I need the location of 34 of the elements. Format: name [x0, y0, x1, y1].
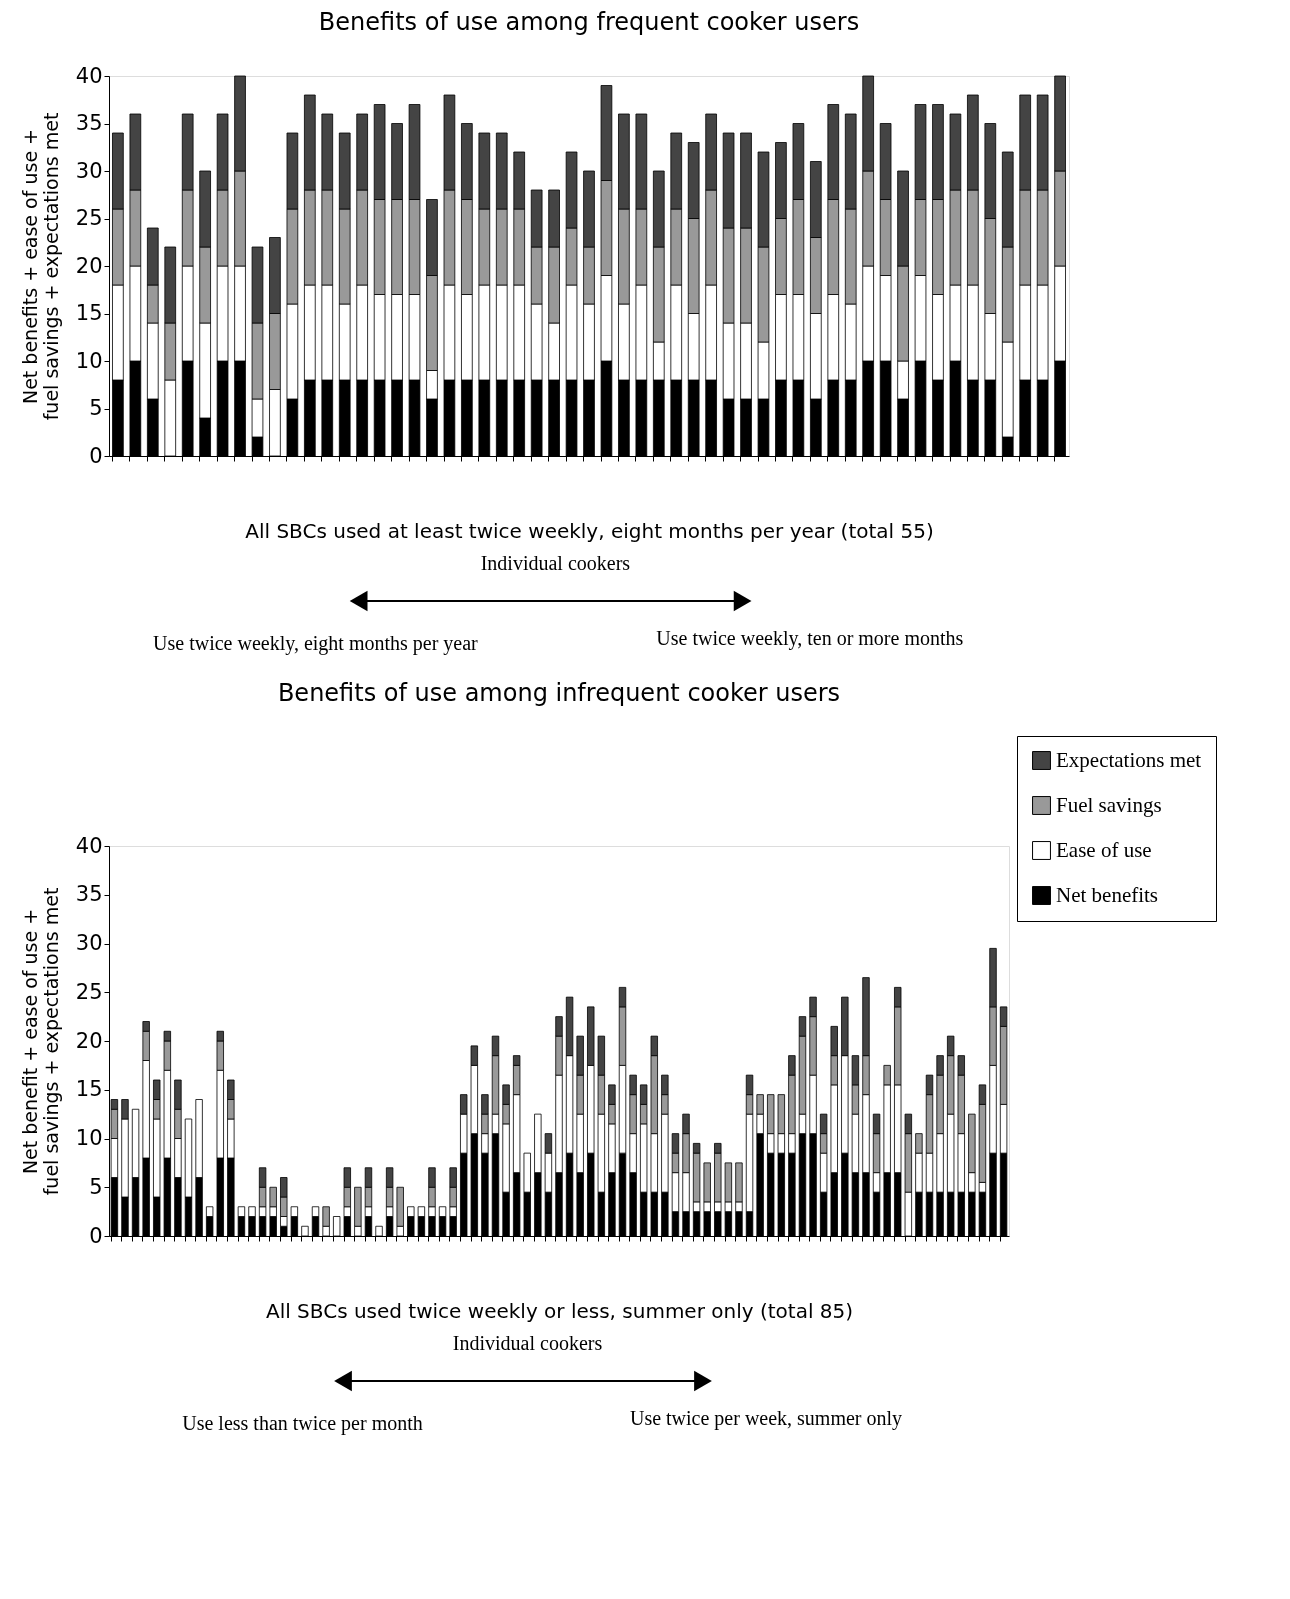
- text: Use twice weekly, ten or more months: [656, 627, 964, 650]
- y-tick-label: 10: [75, 1126, 103, 1150]
- y-tick-label: 0: [89, 1223, 103, 1248]
- text: Individual cookers: [480, 552, 631, 574]
- y-tick-label: 25: [75, 979, 103, 1004]
- y-tick-label: 30: [75, 931, 103, 955]
- text: Use twice per week, summer only: [629, 1407, 903, 1430]
- y-tick-label: 25: [75, 206, 103, 230]
- x-axis-title: All SBCs used twice weekly or less, summer only (total 85): [265, 1299, 854, 1323]
- text: Use twice weekly, eight months per year: [153, 632, 479, 655]
- y-tick-label: 10: [75, 348, 103, 373]
- y-axis-title: Net benefits + ease of use + fuel savings + expectations met: [18, 112, 62, 421]
- y-tick-label: 20: [75, 253, 103, 278]
- y-tick-label: 35: [75, 111, 103, 135]
- y-tick-label: 5: [89, 1174, 103, 1199]
- y-tick-label: 40: [75, 833, 103, 858]
- legend-label: Ease of use: [1056, 837, 1152, 862]
- y-tick-label: 35: [75, 882, 103, 907]
- legend-label: Expectations met: [1056, 747, 1202, 772]
- legend-label: Fuel savings: [1056, 792, 1162, 817]
- y-tick-label: 5: [89, 396, 103, 420]
- y-tick-label: 40: [75, 63, 103, 88]
- y-tick-label: 30: [75, 158, 103, 183]
- chart-title: Benefits of use among frequent cooker users: [318, 8, 860, 36]
- text: Individual cookers: [452, 1332, 603, 1354]
- y-tick-label: 0: [89, 443, 103, 468]
- y-tick-label: 20: [75, 1028, 103, 1053]
- text: Use less than twice per month: [182, 1412, 423, 1435]
- x-axis-title: All SBCs used at least twice weekly, eight months per year (total 55): [245, 519, 934, 543]
- y-axis-title: Net benefit + ease of use + fuel savings + expectations met: [18, 887, 62, 1196]
- y-tick-label: 15: [75, 301, 103, 325]
- legend-label: Net benefits: [1056, 882, 1159, 907]
- y-tick-label: 15: [75, 1077, 103, 1102]
- chart-title: Benefits of use among infrequent cooker users: [277, 678, 841, 707]
